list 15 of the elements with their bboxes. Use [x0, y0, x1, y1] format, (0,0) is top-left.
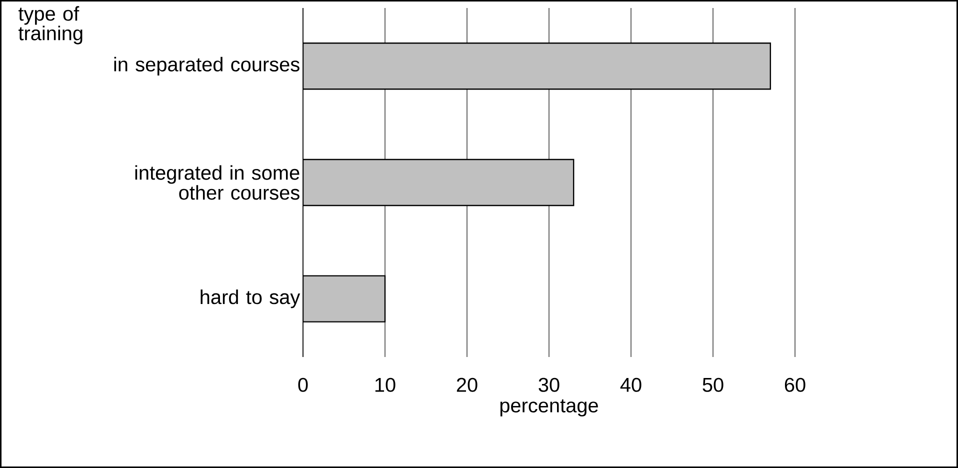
bar	[303, 158, 574, 206]
y-tick-label: hard to say	[200, 290, 300, 308]
y-tick-label: integrated in some other courses	[135, 165, 300, 200]
bar	[303, 275, 386, 322]
x-axis-title: percentage	[500, 399, 598, 416]
y-axis-title: type of training	[18, 6, 82, 44]
x-tick-label: 20	[456, 378, 478, 392]
x-tick-label: 60	[784, 378, 806, 392]
x-tick-label: 30	[538, 378, 560, 392]
x-tick-label: 0	[298, 378, 308, 392]
y-tick-label: in separated courses	[114, 56, 300, 76]
x-tick-label: 40	[620, 378, 642, 392]
x-tick-label: 10	[375, 378, 396, 392]
x-tick-label: 50	[702, 378, 724, 392]
bar	[303, 42, 772, 90]
